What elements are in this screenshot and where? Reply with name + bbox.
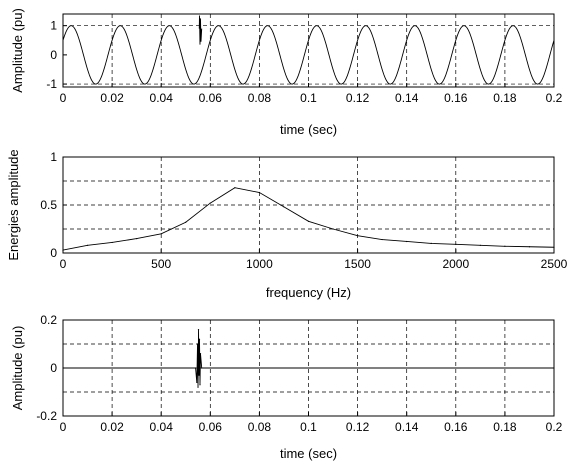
x-tick-label: 500 <box>151 257 171 271</box>
data-point <box>86 244 89 246</box>
chart-frequency-energy: 0 500 1000 1500 2000 2500 0 0.5 1 frequency (Hz) E… <box>6 149 568 300</box>
x-tick-label: 0.08 <box>248 91 272 105</box>
y-tick-label: 1 <box>50 150 57 164</box>
x-tick-label: 0.14 <box>395 91 419 105</box>
data-point <box>62 367 64 369</box>
x-tick-label: 0.12 <box>346 91 370 105</box>
data-point <box>196 381 198 383</box>
series-line <box>63 329 554 388</box>
data-point <box>357 235 359 237</box>
data-point <box>430 242 432 244</box>
x-tick-label: 0.16 <box>444 91 468 105</box>
data-point <box>136 238 138 240</box>
data-point <box>455 243 457 245</box>
x-tick-label: 1500 <box>344 257 371 271</box>
data-point <box>199 353 202 355</box>
x-tick-label: 0.08 <box>248 420 272 434</box>
data-point <box>504 245 506 247</box>
x-tick-label: 0.06 <box>199 91 223 105</box>
y-tick-label: 1 <box>50 19 57 33</box>
y-tick-label: 0 <box>50 48 57 62</box>
data-point <box>194 367 197 369</box>
data-point <box>479 244 481 246</box>
x-tick-label: 0.16 <box>444 420 468 434</box>
data-point <box>381 238 383 241</box>
data-point <box>196 343 199 345</box>
x-tick-label: 0.02 <box>100 91 124 105</box>
x-tick-label: 0 <box>60 257 67 271</box>
data-point <box>528 246 531 248</box>
data-point <box>553 367 555 369</box>
data-point <box>234 187 236 189</box>
x-tick-label: 1000 <box>246 257 273 271</box>
x-tick-label: 0.04 <box>150 91 174 105</box>
y-tick-label: 0.5 <box>40 198 57 212</box>
data-point <box>283 206 285 208</box>
data-point <box>198 338 201 340</box>
x-tick-label: 0.18 <box>493 91 517 105</box>
x-tick-label: 2500 <box>541 257 568 271</box>
x-tick-label: 0.04 <box>150 420 174 434</box>
chart-time-detail: 0 0.02 0.04 0.06 0.08 0.1 0.12 0.14 0.16 0.18 0.2 -… <box>10 313 563 461</box>
x-tick-label: 0.18 <box>493 420 517 434</box>
y-axis-label: Energies amplitude <box>6 149 21 260</box>
y-tick-label: -1 <box>46 77 57 91</box>
data-point <box>198 374 200 376</box>
x-tick-label: 0.14 <box>395 420 419 434</box>
series-line <box>62 187 555 251</box>
transient-spike <box>198 15 203 45</box>
data-point <box>62 249 64 251</box>
data-point <box>307 220 310 222</box>
data-point <box>185 221 187 223</box>
data-point <box>197 386 199 388</box>
data-point <box>209 202 211 204</box>
data-point <box>332 228 334 230</box>
data-point <box>160 233 162 235</box>
x-tick-label: 0.06 <box>199 420 223 434</box>
x-tick-label: 0.1 <box>300 91 317 105</box>
y-axis-label: Amplitude (pu) <box>10 326 25 411</box>
chart-time-signal: 0 0.02 0.04 0.06 0.08 0.1 0.12 0.14 0.16 0.18 0.2 -… <box>10 8 563 137</box>
data-point <box>553 246 555 248</box>
x-axis-label: time (sec) <box>280 122 337 137</box>
series-line <box>62 25 555 85</box>
y-tick-label: -0.2 <box>36 409 57 423</box>
x-tick-label: 0.02 <box>100 420 124 434</box>
data-point <box>199 384 201 386</box>
data-point <box>201 367 203 369</box>
x-tick-label: 0.1 <box>300 420 317 434</box>
x-tick-label: 0 <box>60 91 67 105</box>
data-point <box>258 191 260 194</box>
x-tick-label: 0.2 <box>546 91 563 105</box>
x-tick-label: 0.12 <box>346 420 370 434</box>
y-tick-label: 0.2 <box>40 313 57 327</box>
data-point <box>406 240 408 243</box>
data-point <box>111 241 113 244</box>
x-axis-label: frequency (Hz) <box>266 285 351 300</box>
x-tick-label: 0.2 <box>546 420 563 434</box>
y-axis-label: Amplitude (pu) <box>10 8 25 93</box>
x-axis-label: time (sec) <box>280 446 337 461</box>
y-tick-label: 0 <box>50 361 57 375</box>
x-tick-label: 2000 <box>442 257 469 271</box>
x-tick-label: 0 <box>60 420 67 434</box>
y-tick-label: 0 <box>50 246 57 260</box>
data-point <box>197 329 200 331</box>
